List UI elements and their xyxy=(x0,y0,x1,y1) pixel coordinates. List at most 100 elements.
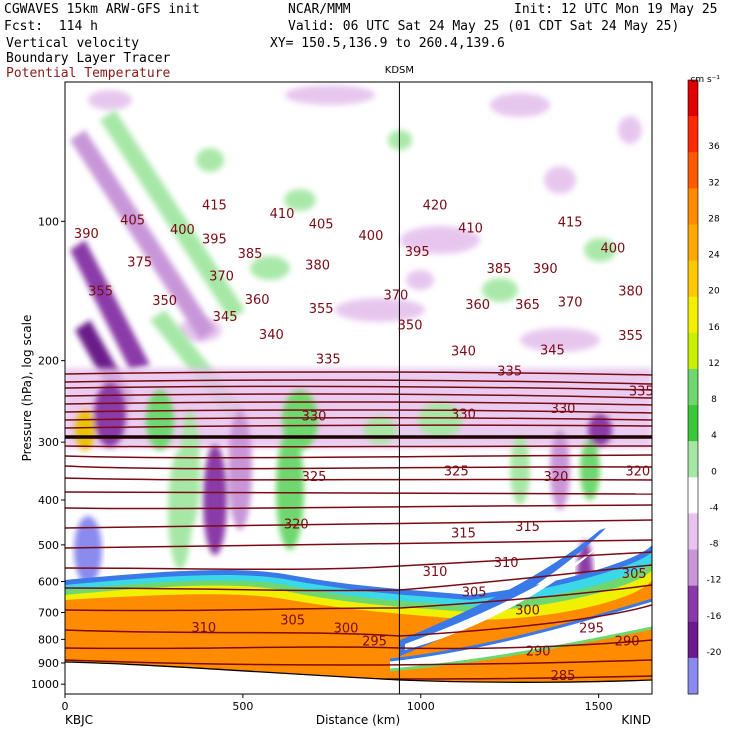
colorbar-swatch xyxy=(688,152,698,189)
field-potential-temperature: Potential Temperature xyxy=(6,66,171,81)
isentrope-label: 295 xyxy=(579,622,604,637)
y-tick-label: 1000 xyxy=(31,678,59,691)
isentrope-label: 330 xyxy=(551,402,576,417)
colorbar-units: cm s⁻¹ xyxy=(690,75,720,85)
colorbar-swatch xyxy=(688,260,698,298)
isentrope-label: 325 xyxy=(302,470,327,485)
end-station-label: KIND xyxy=(621,713,651,727)
start-station-label: KBJC xyxy=(65,713,93,727)
section-endpoints: XY= 150.5,136.9 to 260.4,139.6 xyxy=(270,36,505,51)
isentrope-label: 345 xyxy=(540,343,565,358)
y-tick-label: 100 xyxy=(38,215,59,228)
colorbar-tick-label: -20 xyxy=(707,648,722,658)
isentrope-label: 350 xyxy=(152,294,177,309)
isentrope-label: 365 xyxy=(515,298,540,313)
x-axis-title: Distance (km) xyxy=(316,713,400,727)
isentrope-label: 355 xyxy=(618,329,643,344)
y-axis-title: Pressure (hPa), log scale xyxy=(20,315,34,462)
colorbar: 36 32 28 24 20 16 12 8 4 0 -4 -8 -12 -16 -20 xyxy=(687,79,722,695)
colorbar-swatch xyxy=(688,513,698,551)
colorbar-tick-label: 4 xyxy=(711,431,717,441)
colorbar-swatch xyxy=(688,332,698,370)
isentrope-label: 340 xyxy=(259,328,284,343)
isentrope-label: 290 xyxy=(526,644,551,659)
isentrope-label: 405 xyxy=(120,213,145,228)
colorbar-swatch xyxy=(688,585,698,623)
colorbar-swatch xyxy=(688,368,698,406)
colorbar-tick-label: 0 xyxy=(711,467,717,477)
colorbar-tick-label: -4 xyxy=(710,503,719,513)
y-tick-label: 300 xyxy=(38,436,59,449)
mid-station-label: KDSM xyxy=(385,65,414,76)
init-time: Init: 12 UTC Mon 19 May 25 xyxy=(514,2,718,17)
colorbar-swatch xyxy=(688,621,698,659)
field-boundary-layer-tracer: Boundary Layer Tracer xyxy=(6,51,171,66)
x-tick-label: 1000 xyxy=(407,700,435,713)
isentrope-label: 400 xyxy=(600,242,625,257)
colorbar-swatch xyxy=(688,80,698,117)
field-vertical-velocity: Vertical velocity xyxy=(6,36,140,51)
isentrope-label: 305 xyxy=(622,567,647,582)
isentrope-label: 330 xyxy=(451,407,476,422)
y-tick-label: 500 xyxy=(38,539,59,552)
x-tick-label: 1500 xyxy=(585,700,613,713)
colorbar-frame xyxy=(687,79,699,695)
forecast-hour: Fcst: 114 h xyxy=(4,19,98,34)
colorbar-swatch xyxy=(688,549,698,587)
y-tick-label: 600 xyxy=(38,576,59,589)
colorbar-swatch xyxy=(688,296,698,334)
colorbar-tick-label: 12 xyxy=(708,359,719,369)
isentrope-label: 335 xyxy=(497,364,522,379)
isentrope-label: 305 xyxy=(280,614,305,629)
isentrope-label: 415 xyxy=(558,215,583,230)
isentrope-label: 355 xyxy=(88,284,113,299)
colorbar-swatch xyxy=(688,188,698,225)
isentrope-label: 395 xyxy=(405,245,430,260)
colorbar-tick-label: -8 xyxy=(710,540,719,550)
isentrope-label: 315 xyxy=(451,526,476,541)
isentrope-label: 290 xyxy=(615,635,640,650)
isentrope-label: 360 xyxy=(245,293,270,308)
isentrope-label: 330 xyxy=(302,410,327,425)
colorbar-tick-label: -12 xyxy=(707,576,722,586)
isentrope-label: 300 xyxy=(334,622,359,637)
isentrope-label: 415 xyxy=(202,199,227,214)
isentrope-label: 380 xyxy=(618,284,643,299)
isentrope-label: 320 xyxy=(625,464,650,479)
isentrope-label: 325 xyxy=(444,464,469,479)
colorbar-swatch xyxy=(688,405,698,442)
mid-level-motion xyxy=(75,383,612,570)
colorbar-tick-label: 20 xyxy=(708,287,720,297)
isentrope-label: 320 xyxy=(544,470,569,485)
colorbar-tick-label: -16 xyxy=(707,612,722,622)
colorbar-swatch xyxy=(688,441,698,478)
colorbar-tick-label: 24 xyxy=(708,251,720,261)
isentrope-label: 285 xyxy=(551,669,576,684)
y-tick-label: 800 xyxy=(38,633,59,646)
colorbar-tick-label: 36 xyxy=(708,142,720,152)
isentrope-label: 420 xyxy=(423,199,448,214)
isentrope-label: 310 xyxy=(191,621,216,636)
isentrope-label: 360 xyxy=(465,298,490,313)
isentrope-label: 385 xyxy=(238,247,263,262)
isentrope-label: 370 xyxy=(209,270,234,285)
colorbar-swatch xyxy=(688,116,698,153)
colorbar-swatch xyxy=(688,477,698,514)
isentrope-label: 335 xyxy=(629,385,654,400)
isentrope-label: 315 xyxy=(515,520,540,535)
isentrope-label: 305 xyxy=(462,585,487,600)
colorbar-tick-label: 16 xyxy=(708,323,720,333)
colorbar-tick-label: 8 xyxy=(711,395,717,405)
center-label: NCAR/MMM xyxy=(288,2,351,17)
isentrope-label: 335 xyxy=(316,353,341,368)
plot-frame xyxy=(64,81,653,695)
colorbar-tick-label: 28 xyxy=(708,214,720,224)
isentrope-label: 375 xyxy=(127,255,152,270)
colorbar-tick-label: 32 xyxy=(708,178,719,188)
isentrope-label: 320 xyxy=(284,518,309,533)
isentrope-label: 405 xyxy=(309,217,334,232)
isentrope-label: 400 xyxy=(359,229,384,244)
isentrope-label: 390 xyxy=(74,227,99,242)
isentrope-label: 400 xyxy=(170,223,195,238)
